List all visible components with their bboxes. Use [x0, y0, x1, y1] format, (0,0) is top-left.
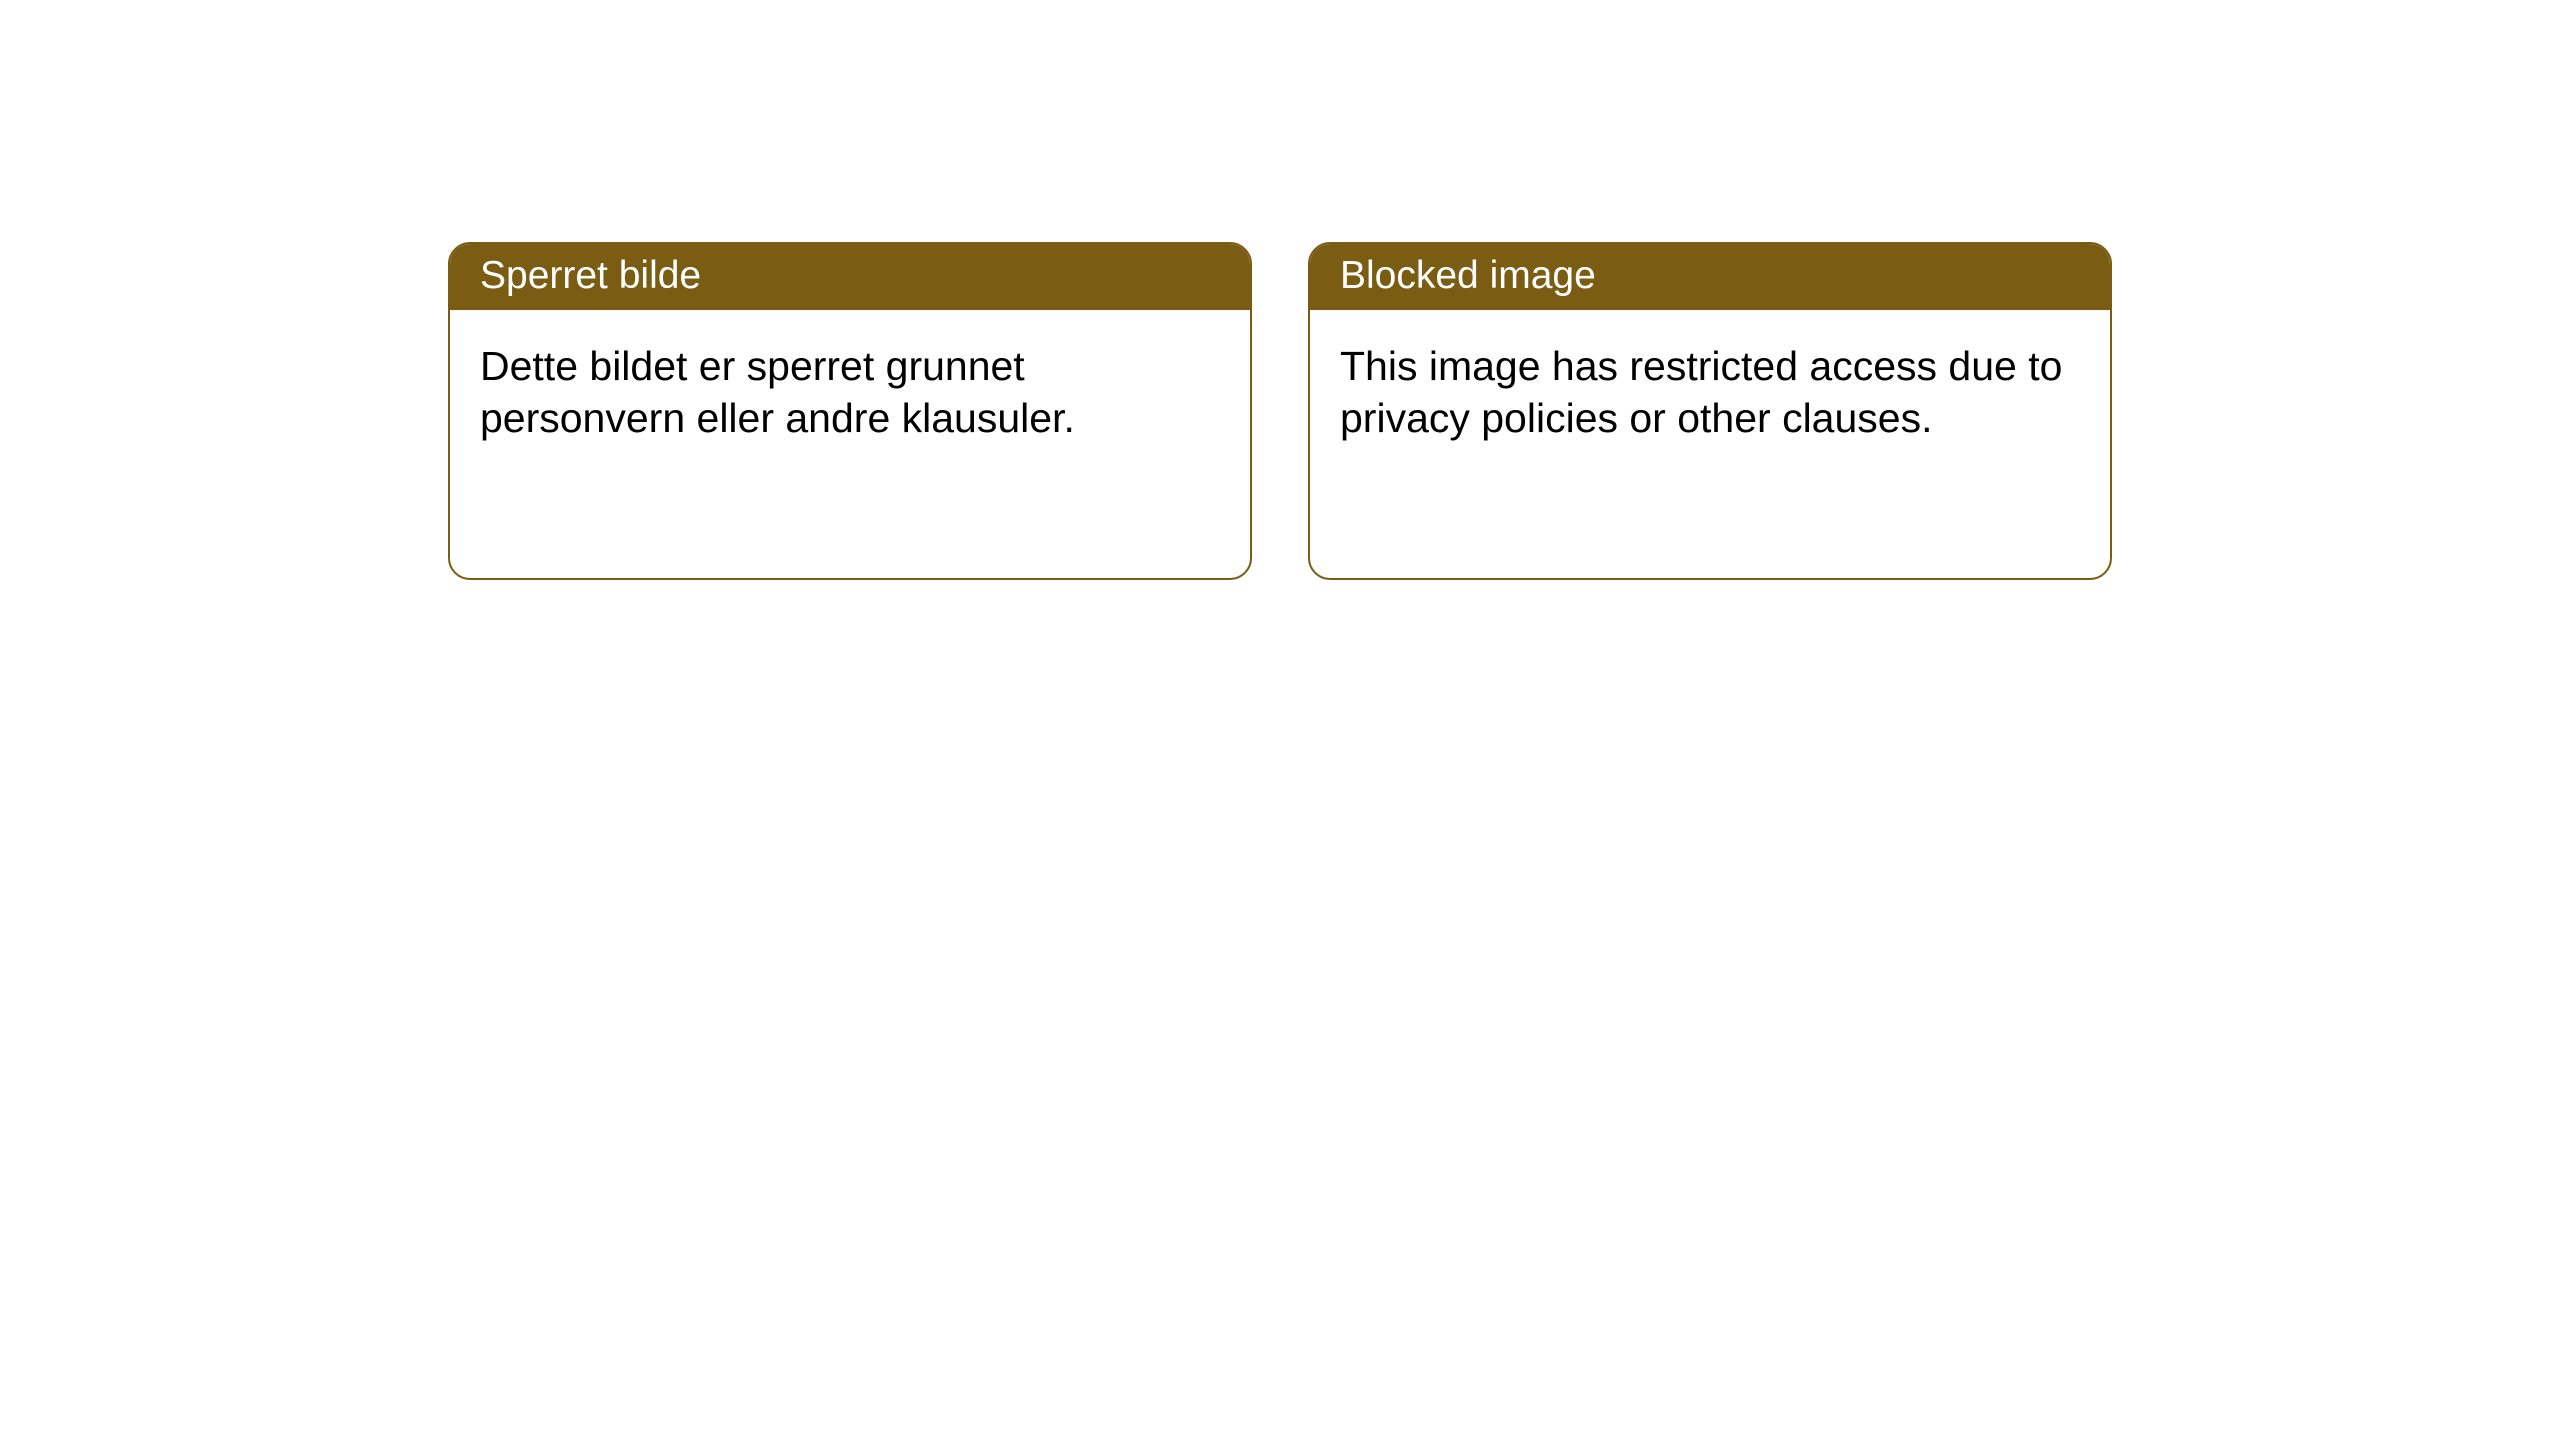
card-header-text-no: Sperret bilde [480, 254, 701, 297]
blocked-image-card-en: Blocked image This image has restricted … [1308, 242, 2112, 580]
card-header-no: Sperret bilde [450, 244, 1250, 310]
card-header-text-en: Blocked image [1340, 254, 1596, 297]
card-body-no: Dette bildet er sperret grunnet personve… [450, 310, 1250, 475]
blocked-image-cards-container: Sperret bilde Dette bildet er sperret gr… [448, 242, 2112, 580]
card-body-text-no: Dette bildet er sperret grunnet personve… [480, 343, 1075, 441]
card-body-text-en: This image has restricted access due to … [1340, 343, 2062, 441]
card-body-en: This image has restricted access due to … [1310, 310, 2110, 475]
card-header-en: Blocked image [1310, 244, 2110, 310]
blocked-image-card-no: Sperret bilde Dette bildet er sperret gr… [448, 242, 1252, 580]
